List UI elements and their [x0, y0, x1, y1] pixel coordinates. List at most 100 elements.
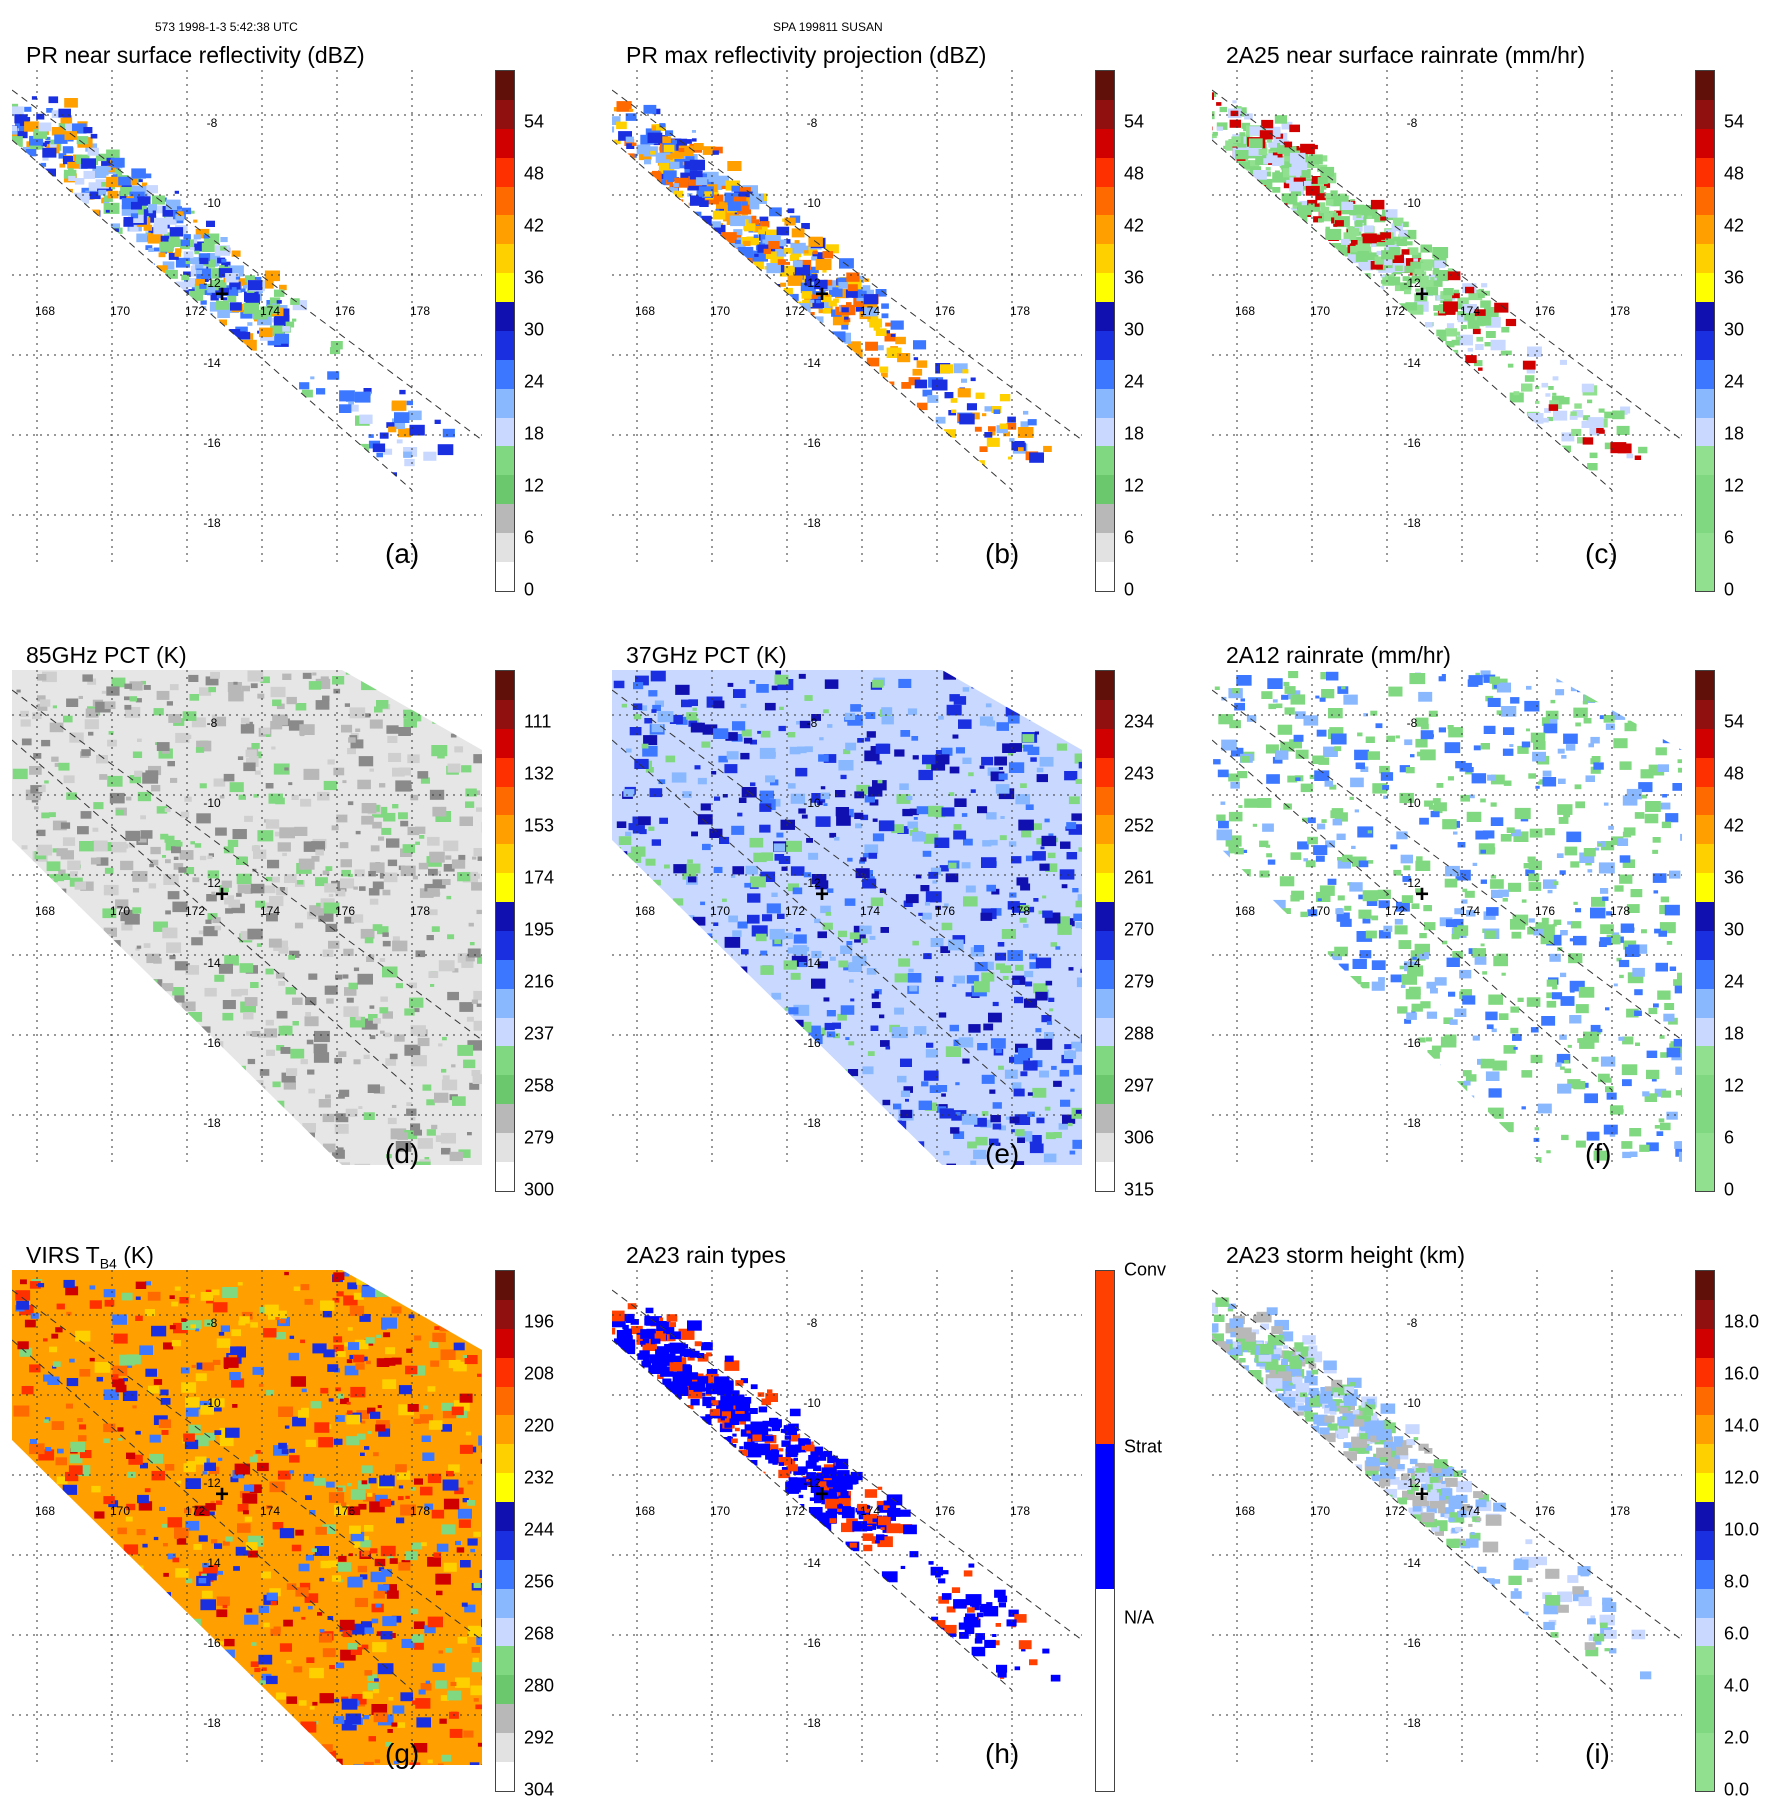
- lon-tick-label: 170: [110, 904, 130, 918]
- lon-tick-label: 168: [1235, 1504, 1255, 1518]
- lon-tick-label: 174: [260, 1504, 280, 1518]
- colorbar-tick-label: 0: [524, 580, 534, 601]
- panel-title: PR max reflectivity projection (dBZ): [626, 42, 986, 69]
- lon-tick-label: 174: [1460, 304, 1480, 318]
- lon-tick-label: 170: [110, 1504, 130, 1518]
- lat-tick-label: -10: [203, 796, 221, 810]
- lat-tick-label: -18: [1403, 1116, 1421, 1130]
- colorbar-tick-label: 30: [524, 320, 544, 341]
- lon-tick-label: 178: [1010, 904, 1030, 918]
- panel-title: 2A23 rain types: [626, 1242, 786, 1269]
- lon-tick-label: 176: [1535, 1504, 1555, 1518]
- storm-center-icon: +: [1415, 881, 1429, 908]
- data-field: [612, 101, 1052, 469]
- lon-tick-label: 172: [1385, 1504, 1405, 1518]
- panel-letter: (f): [1585, 1138, 1611, 1170]
- lat-tick-label: -16: [203, 1636, 221, 1650]
- lon-tick-label: 172: [185, 304, 205, 318]
- pr-swath-edge: [12, 90, 482, 440]
- colorbar-tick-label: 315: [1124, 1180, 1154, 1201]
- colorbar-tick-label: 237: [524, 1024, 554, 1045]
- lat-tick-label: -16: [203, 1036, 221, 1050]
- panel-letter: (e): [985, 1138, 1019, 1170]
- lon-tick-label: 174: [860, 1504, 880, 1518]
- panel-letter: (h): [985, 1738, 1019, 1770]
- colorbar-tick-label: 111: [524, 712, 551, 733]
- colorbar-tick-label: 268: [524, 1624, 554, 1645]
- colorbar-tick-label: 54: [1724, 112, 1744, 133]
- lon-tick-label: 168: [635, 1504, 655, 1518]
- colorbar-tick-label: 153: [524, 816, 554, 837]
- panel-title: VIRS TB4 (K): [26, 1242, 154, 1272]
- lat-tick-label: -14: [803, 356, 821, 370]
- pr-swath-edge: [612, 90, 1082, 440]
- lat-tick-label: -8: [207, 116, 218, 130]
- lat-tick-label: -8: [207, 716, 218, 730]
- lat-tick-label: -18: [803, 1116, 821, 1130]
- colorbar-tick-label: Conv: [1124, 1260, 1166, 1281]
- colorbar-tick-label: 48: [524, 164, 544, 185]
- colorbar-tick-label: 292: [524, 1728, 554, 1749]
- lon-tick-label: 172: [785, 904, 805, 918]
- colorbar-tick-label: 30: [1724, 320, 1744, 341]
- colorbar-tick-label: 48: [1724, 764, 1744, 785]
- colorbar-tick-label: 18: [1124, 424, 1144, 445]
- colorbar-tick-label: 195: [524, 920, 554, 941]
- colorbar-tick-label: 42: [1724, 816, 1744, 837]
- pr-swath-edge: [1212, 1290, 1682, 1640]
- panel-letter: (b): [985, 538, 1019, 570]
- panel-letter: (i): [1585, 1738, 1610, 1770]
- colorbar-d: [495, 670, 515, 1192]
- lat-tick-label: -18: [203, 516, 221, 530]
- colorbar-tick-label: 24: [1724, 372, 1744, 393]
- colorbar-tick-label: 280: [524, 1676, 554, 1697]
- storm-center-icon: +: [215, 1481, 229, 1508]
- data-field: [12, 96, 455, 476]
- lat-tick-label: -18: [203, 1116, 221, 1130]
- storm-center-icon: +: [215, 881, 229, 908]
- colorbar-e: [1095, 670, 1115, 1192]
- colorbar-c: [1695, 70, 1715, 592]
- lat-tick-label: -14: [803, 956, 821, 970]
- colorbar-tick-label: 54: [1124, 112, 1144, 133]
- lon-tick-label: 170: [710, 1504, 730, 1518]
- colorbar-tick-label: 12.0: [1724, 1468, 1759, 1489]
- colorbar-tick-label: Strat: [1124, 1436, 1162, 1457]
- colorbar-tick-label: 256: [524, 1572, 554, 1593]
- colorbar-tick-label: 18: [1724, 424, 1744, 445]
- colorbar-tick-label: 258: [524, 1076, 554, 1097]
- colorbar-tick-label: 0: [1724, 580, 1734, 601]
- colorbar-tick-label: 252: [1124, 816, 1154, 837]
- colorbar-tick-label: 279: [1124, 972, 1154, 993]
- lon-tick-label: 176: [1535, 304, 1555, 318]
- colorbar-tick-label: 2.0: [1724, 1728, 1749, 1749]
- colorbar-tick-label: 12: [1724, 476, 1744, 497]
- lon-tick-label: 178: [1010, 1504, 1030, 1518]
- lon-tick-label: 174: [260, 904, 280, 918]
- lat-tick-label: -18: [1403, 516, 1421, 530]
- lon-tick-label: 170: [1310, 304, 1330, 318]
- lat-tick-label: -16: [1403, 436, 1421, 450]
- colorbar-tick-label: 10.0: [1724, 1520, 1759, 1541]
- panel-title: 37GHz PCT (K): [626, 642, 787, 669]
- colorbar-tick-label: 279: [524, 1128, 554, 1149]
- colorbar-tick-label: 216: [524, 972, 554, 993]
- colorbar-tick-label: 6: [1724, 1128, 1734, 1149]
- lon-tick-label: 170: [110, 304, 130, 318]
- lon-tick-label: 168: [635, 904, 655, 918]
- colorbar-tick-label: 54: [1724, 712, 1744, 733]
